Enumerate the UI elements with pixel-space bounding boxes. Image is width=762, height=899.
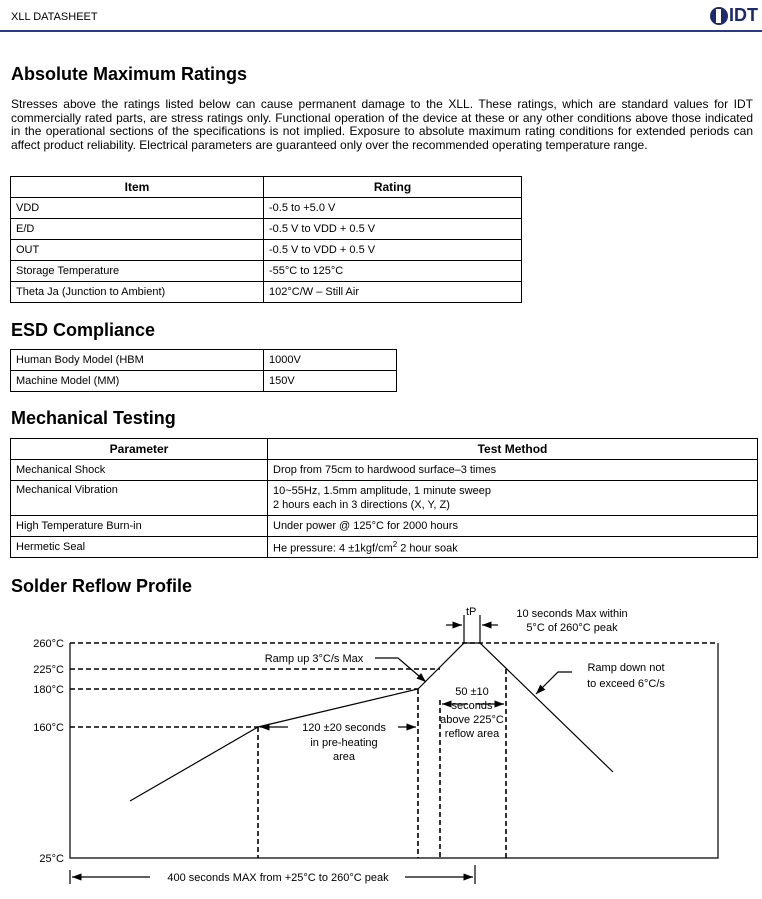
abs-max-title: Absolute Maximum Ratings	[11, 64, 248, 84]
cell: -55°C to 125°C	[263, 260, 522, 282]
svg-text:above 225°C: above 225°C	[440, 714, 504, 726]
abs-max-intro: Stresses above the ratings listed below …	[11, 97, 753, 152]
cell: 1000V	[263, 349, 397, 371]
header-title: XLL DATASHEET	[11, 11, 98, 23]
table-row: Mechanical Vibration 10~55Hz, 1.5mm ampli…	[10, 480, 758, 516]
svg-text:in pre-heating: in pre-heating	[310, 737, 377, 749]
cell: Under power @ 125°C for 2000 hours	[267, 515, 758, 537]
reflow-diagram: 260°C 225°C 180°C 160°C 25°C tP 10 secon…	[33, 606, 719, 884]
abs-max-table: Item Rating VDD -0.5 to +5.0 V E/D -0.5 V t…	[10, 176, 522, 303]
table-row: E/D -0.5 V to VDD + 0.5 V	[10, 218, 522, 240]
reflow-title: Solder Reflow Profile	[11, 576, 193, 596]
svg-text:50 ±10: 50 ±10	[455, 686, 489, 698]
table-header: Parameter Test Method	[10, 438, 758, 460]
col-rating: Rating	[263, 176, 522, 198]
temperature-labels: 260°C 225°C 180°C 160°C 25°C	[33, 638, 64, 865]
table-row: Human Body Model (HBM 1000V	[10, 349, 397, 371]
reflow-area-label: 50 ±10 seconds above 225°C reflow area	[440, 686, 504, 740]
mech-table: Parameter Test Method Mechanical Shock Dro…	[10, 438, 758, 558]
table-header: Item Rating	[10, 176, 522, 198]
mech-title: Mechanical Testing	[11, 408, 176, 428]
cell: Theta Ja (Junction to Ambient)	[10, 281, 264, 303]
axes-frame	[69, 643, 719, 859]
table-row: High Temperature Burn-in Under power @ 12…	[10, 515, 758, 537]
ramp-down-label: to exceed 6°C/s	[587, 678, 665, 690]
cell: -0.5 to +5.0 V	[263, 197, 522, 219]
temp-160: 160°C	[33, 722, 64, 734]
table-row: Machine Model (MM) 150V	[10, 370, 397, 392]
temp-225: 225°C	[33, 664, 64, 676]
cell: High Temperature Burn-in	[10, 515, 268, 537]
cell-text: 2 hour soak	[397, 542, 458, 555]
table-row: Mechanical Shock Drop from 75cm to hardwo…	[10, 459, 758, 481]
cell: Mechanical Vibration	[10, 480, 268, 516]
profile-curve	[129, 642, 614, 802]
cell: -0.5 V to VDD + 0.5 V	[263, 218, 522, 240]
table-row: Hermetic Seal He pressure: 4 ±1kgf/cm2 2 …	[10, 536, 758, 558]
header-rule	[0, 30, 762, 32]
cell: VDD	[10, 197, 264, 219]
cell: 102°C/W – Still Air	[263, 281, 522, 303]
cell: Drop from 75cm to hardwood surface–3 tim…	[267, 459, 758, 481]
cell: E/D	[10, 218, 264, 240]
ramp-down-label: Ramp down not	[587, 662, 664, 674]
cell: Hermetic Seal	[10, 536, 268, 558]
logo-text: IDT	[729, 5, 758, 25]
col-item: Item	[10, 176, 264, 198]
col-parameter: Parameter	[10, 438, 268, 460]
temp-260: 260°C	[33, 638, 64, 650]
cell: Machine Model (MM)	[10, 370, 264, 392]
ramp-up-label: Ramp up 3°C/s Max	[265, 653, 364, 665]
dashed-guides	[70, 642, 718, 858]
preheat-label: 120 ±20 seconds in pre-heating area	[302, 722, 386, 763]
svg-text:seconds: seconds	[452, 700, 493, 712]
cell: OUT	[10, 239, 264, 261]
total-time-label: 400 seconds MAX from +25°C to 260°C peak	[167, 872, 389, 884]
cell: Mechanical Shock	[10, 459, 268, 481]
table-row: OUT -0.5 V to VDD + 0.5 V	[10, 239, 522, 261]
esd-table: Human Body Model (HBM 1000V Machine Model…	[10, 349, 397, 392]
cell-line: 2 hours each in 3 directions (X, Y, Z)	[273, 499, 450, 511]
tp-lines	[463, 615, 481, 643]
tp-note: 5°C of 260°C peak	[526, 622, 618, 634]
ramp-down-leader	[535, 671, 572, 695]
idt-logo: IDT	[710, 5, 758, 26]
cell-text: He pressure: 4 ±1kgf/cm	[273, 542, 393, 555]
cell-line: 10~55Hz, 1.5mm amplitude, 1 minute sweep	[273, 485, 491, 497]
tp-label: tP	[466, 606, 476, 618]
cell: He pressure: 4 ±1kgf/cm2 2 hour soak	[267, 536, 758, 558]
col-test-method: Test Method	[267, 438, 758, 460]
logo-mark-icon	[710, 6, 728, 25]
ramp-up-leader	[375, 657, 427, 683]
cell: 150V	[263, 370, 397, 392]
cell: Human Body Model (HBM	[10, 349, 264, 371]
svg-text:120 ±20 seconds: 120 ±20 seconds	[302, 722, 386, 734]
superscript: 2	[392, 539, 398, 549]
svg-text:reflow area: reflow area	[445, 728, 500, 740]
svg-text:area: area	[333, 751, 356, 763]
esd-title: ESD Compliance	[11, 320, 156, 340]
temp-180: 180°C	[33, 684, 64, 696]
temp-25: 25°C	[39, 853, 64, 865]
table-row: Storage Temperature -55°C to 125°C	[10, 260, 522, 282]
cell: -0.5 V to VDD + 0.5 V	[263, 239, 522, 261]
table-row: VDD -0.5 to +5.0 V	[10, 197, 522, 219]
table-row: Theta Ja (Junction to Ambient) 102°C/W – …	[10, 281, 522, 303]
tp-note: 10 seconds Max within	[516, 608, 627, 620]
cell: Storage Temperature	[10, 260, 264, 282]
